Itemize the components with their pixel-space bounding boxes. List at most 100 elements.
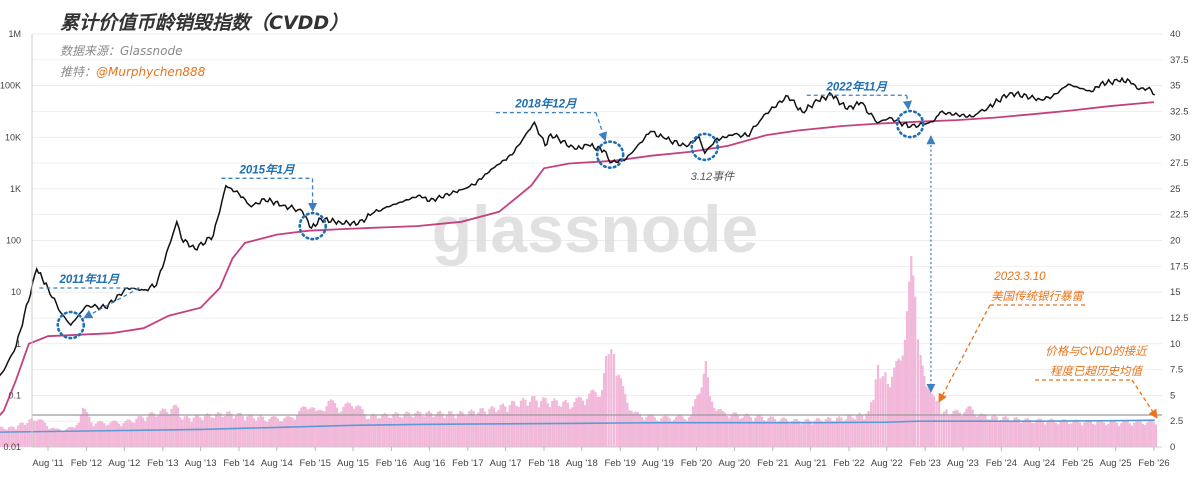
ratio-bar: [60, 430, 64, 447]
x-tick-label: Aug '20: [718, 458, 750, 469]
ratio-bar: [327, 401, 330, 447]
ratio-bar: [398, 416, 402, 447]
ratio-bar: [942, 411, 946, 447]
ratio-bar: [197, 414, 200, 447]
ratio-bar: [897, 358, 900, 447]
ratio-bar: [1028, 419, 1032, 447]
ratio-bar: [844, 419, 848, 447]
ratio-bar: [881, 376, 885, 447]
ratio-bar: [622, 386, 625, 447]
ratio-bar: [739, 418, 742, 447]
ratio-bar: [840, 417, 843, 447]
event-label: 2022年11月: [825, 80, 887, 93]
ratio-bar: [626, 402, 629, 447]
ratio-bar: [804, 419, 807, 447]
ratio-bar: [660, 418, 663, 447]
ratio-bar: [109, 422, 112, 447]
ratio-bar: [139, 415, 142, 447]
ratio-bar: [181, 419, 184, 447]
ratio-bar: [65, 429, 68, 447]
ratio-bar: [1063, 419, 1066, 447]
ratio-bar: [940, 413, 943, 447]
ratio-bar: [410, 416, 413, 447]
ratio-bar: [537, 407, 540, 447]
ratio-bar: [780, 418, 783, 447]
ratio-bar: [657, 421, 661, 447]
ratio-bar: [1044, 424, 1047, 447]
ratio-bar: [1052, 419, 1055, 447]
ratio-bar: [43, 422, 47, 447]
ratio-bar: [1107, 423, 1110, 447]
ratio-bar: [847, 415, 850, 447]
ratio-bar: [41, 420, 44, 447]
ratio-bar: [903, 339, 907, 447]
ratio-bar: [270, 416, 273, 447]
ratio-bar: [499, 404, 502, 447]
ratio-bar: [666, 416, 669, 447]
ratio-bar: [760, 416, 764, 447]
ratio-bar: [833, 421, 836, 447]
ratio-bar: [858, 412, 861, 447]
ratio-bar: [3, 428, 6, 447]
twitter-line: 推特：@Murphychen888: [60, 63, 205, 80]
ratio-bar: [1122, 420, 1125, 447]
ratio-bar: [1019, 422, 1023, 447]
ratio-bar: [434, 415, 437, 447]
ratio-bar: [723, 412, 727, 447]
right-tick-label: 30: [1170, 132, 1181, 143]
ratio-bar: [50, 428, 53, 447]
ratio-bar: [338, 413, 341, 447]
ratio-bar: [470, 409, 473, 447]
x-tick-label: Aug '11: [32, 458, 63, 469]
ratio-bar: [681, 416, 684, 447]
twitter-handle[interactable]: @Murphychen888: [96, 65, 206, 79]
ratio-bar: [483, 411, 487, 447]
ratio-bar: [533, 396, 536, 447]
x-tick-label: Aug '15: [337, 458, 369, 469]
ratio-bar: [526, 405, 529, 447]
ratio-bar: [445, 414, 448, 447]
ratio-bar: [37, 419, 40, 447]
ratio-bar: [387, 417, 391, 447]
ratio-bar: [0, 426, 2, 447]
ratio-bar: [884, 372, 887, 447]
ratio-bar: [355, 406, 358, 447]
ratio-bar: [83, 409, 87, 447]
ratio-bar: [1050, 418, 1053, 447]
x-tick-label: Feb '26: [1138, 458, 1169, 469]
x-tick-label: Aug '23: [947, 458, 979, 469]
ratio-bar: [432, 417, 435, 447]
ratio-bar: [396, 413, 399, 447]
ratio-bar: [363, 413, 366, 447]
x-tick-label: Feb '24: [986, 458, 1017, 469]
ratio-bar: [1065, 421, 1069, 447]
x-tick-label: Aug '25: [1100, 458, 1132, 469]
ratio-bar: [947, 415, 950, 447]
ratio-bar: [1085, 420, 1088, 447]
ratio-bar: [436, 411, 439, 447]
ratio-bar: [230, 413, 233, 447]
ratio-bar: [454, 418, 457, 447]
twitter-label: 推特：: [60, 65, 97, 79]
ratio-bar: [1039, 418, 1042, 447]
ratio-bar: [390, 417, 393, 447]
ratio-bar: [443, 418, 446, 447]
event-circle: [56, 310, 86, 340]
ratio-bar: [1105, 425, 1108, 447]
ratio-bar: [130, 422, 134, 447]
ratio-bar: [664, 415, 667, 447]
event-label: 3.12事件: [691, 170, 735, 183]
ratio-bar: [696, 394, 699, 447]
ratio-bar: [773, 419, 777, 447]
ratio-bar: [689, 414, 693, 447]
left-tick-label: 1K: [10, 184, 21, 194]
ratio-bar: [1017, 419, 1020, 447]
ratio-bar: [317, 409, 320, 447]
ratio-bar: [430, 412, 433, 447]
ratio-bar: [562, 401, 565, 447]
ratio-bar: [1150, 420, 1153, 447]
ratio-bar: [120, 425, 123, 447]
ratio-bar: [35, 421, 38, 447]
ratio-bar: [418, 412, 422, 447]
ratio-bar: [745, 413, 748, 447]
